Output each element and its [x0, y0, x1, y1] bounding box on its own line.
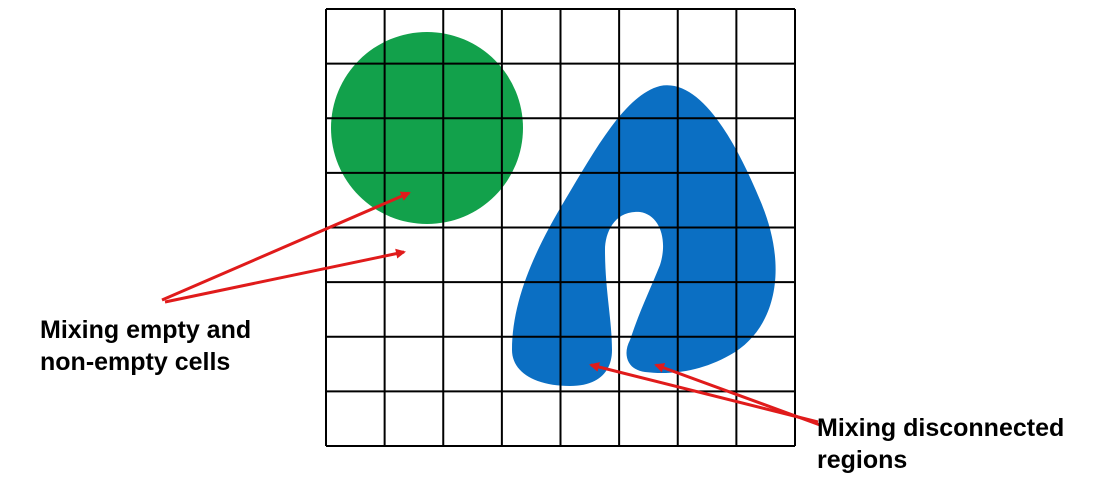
annotation-empty-nonempty-line2: non-empty cells [40, 348, 231, 376]
annotation-empty-nonempty: Mixing empty and non-empty cells [40, 314, 251, 378]
arrow-to-blob-right-leg [654, 363, 821, 427]
annotation-disconnected-line2: regions [817, 446, 908, 474]
arrows [161, 191, 821, 427]
blue-arch-region [512, 85, 776, 386]
arrow-to-blob-left-leg [589, 362, 819, 424]
annotation-empty-nonempty-line1: Mixing empty and [40, 316, 252, 344]
arrow-to-circle-cell [161, 191, 411, 302]
annotation-disconnected-regions: Mixing disconnected regions [817, 412, 1064, 476]
grid [325, 8, 796, 447]
arrow-to-empty-cell [164, 248, 406, 304]
green-circle-region [331, 32, 523, 224]
annotation-disconnected-line1: Mixing disconnected [817, 414, 1065, 442]
